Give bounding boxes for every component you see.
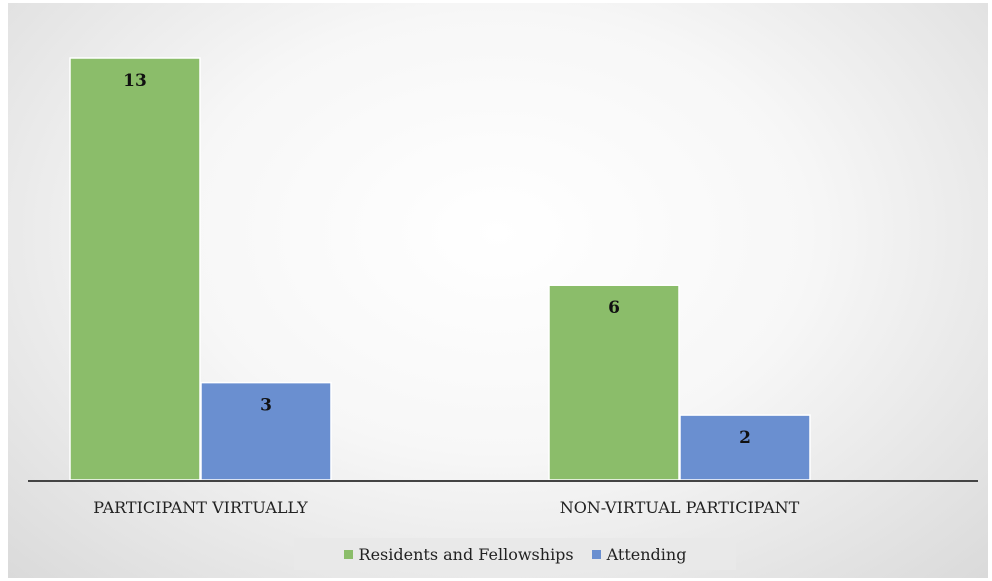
bar-0-0 <box>69 57 201 481</box>
bar-1-1 <box>679 414 811 481</box>
data-label: 6 <box>608 298 620 318</box>
legend: Residents and Fellowships Attending <box>294 538 736 570</box>
legend-label: Residents and Fellowships <box>358 544 574 564</box>
data-label: 2 <box>739 428 751 448</box>
legend-swatch <box>343 549 353 559</box>
legend-swatch <box>591 549 601 559</box>
legend-item-attending: Attending <box>591 544 687 564</box>
legend-item-residents: Residents and Fellowships <box>343 544 574 564</box>
bar-0-1 <box>200 381 332 481</box>
data-label: 13 <box>123 71 147 91</box>
bar-chart: 13 3 PARTICIPANT VIRTUALLY 6 2 NON-VIRTUAL PA… <box>28 57 978 517</box>
bar-1-0 <box>548 284 680 481</box>
category-label: PARTICIPANT VIRTUALLY <box>93 498 308 517</box>
legend-label: Attending <box>606 544 687 564</box>
data-label: 3 <box>260 396 272 416</box>
category-label: NON-VIRTUAL PARTICIPANT <box>560 498 800 517</box>
chart-area: 13 3 PARTICIPANT VIRTUALLY 6 2 NON-VIRTUAL PA… <box>8 3 988 578</box>
